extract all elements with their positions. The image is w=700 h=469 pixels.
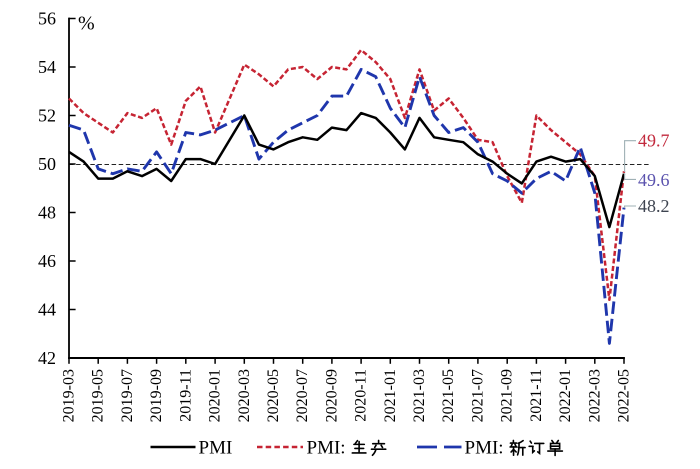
svg-text:48.2: 48.2 xyxy=(638,196,670,216)
svg-text:2019-11: 2019-11 xyxy=(177,369,194,422)
svg-text:52: 52 xyxy=(38,106,56,126)
svg-text:42: 42 xyxy=(38,348,56,368)
svg-text:PMI:: PMI: xyxy=(307,438,346,459)
svg-text:2019-03: 2019-03 xyxy=(61,369,78,422)
svg-text:2021-03: 2021-03 xyxy=(411,369,428,422)
svg-text:2020-01: 2020-01 xyxy=(207,369,224,422)
svg-text:2019-07: 2019-07 xyxy=(119,369,136,422)
svg-text:48: 48 xyxy=(38,203,56,223)
svg-text:2021-07: 2021-07 xyxy=(469,369,486,422)
svg-text:2021-05: 2021-05 xyxy=(440,369,457,422)
svg-text:2022-03: 2022-03 xyxy=(586,369,603,422)
svg-text:PMI:: PMI: xyxy=(465,438,504,459)
svg-text:2021-09: 2021-09 xyxy=(499,369,516,422)
svg-text:44: 44 xyxy=(38,300,56,320)
svg-text:49.6: 49.6 xyxy=(638,170,670,190)
svg-text:2020-07: 2020-07 xyxy=(294,369,311,422)
svg-text:2020-05: 2020-05 xyxy=(265,369,282,422)
svg-text:2019-05: 2019-05 xyxy=(90,369,107,422)
svg-text:2021-11: 2021-11 xyxy=(528,369,545,422)
svg-text:2020-09: 2020-09 xyxy=(323,369,340,422)
svg-text:50: 50 xyxy=(38,154,56,174)
svg-text:54: 54 xyxy=(38,57,56,77)
svg-text:2021-01: 2021-01 xyxy=(382,369,399,422)
svg-text:49.7: 49.7 xyxy=(638,131,670,151)
svg-text:PMI: PMI xyxy=(199,438,233,459)
svg-text:2019-09: 2019-09 xyxy=(148,369,165,422)
svg-text:2022-01: 2022-01 xyxy=(557,369,574,422)
svg-text:2020-11: 2020-11 xyxy=(353,369,370,422)
svg-text:56: 56 xyxy=(38,9,56,29)
svg-text:%: % xyxy=(78,13,95,35)
svg-text:2020-03: 2020-03 xyxy=(236,369,253,422)
svg-text:46: 46 xyxy=(38,251,56,271)
svg-text:2022-05: 2022-05 xyxy=(616,369,633,422)
